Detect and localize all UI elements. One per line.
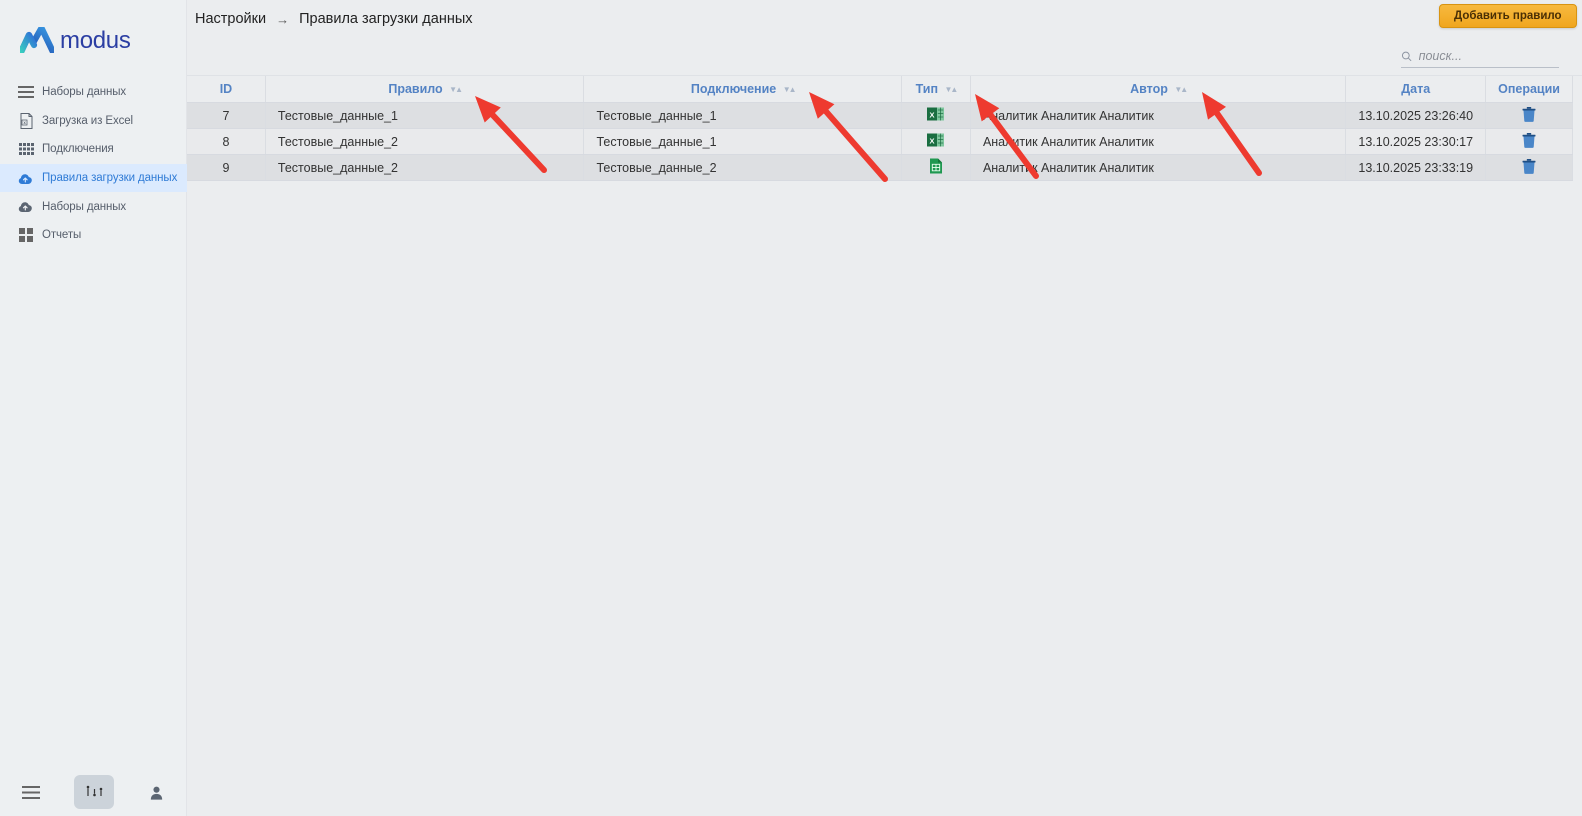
svg-text:X: X xyxy=(930,111,935,120)
svg-text:x: x xyxy=(23,120,26,125)
svg-text:X: X xyxy=(930,137,935,146)
